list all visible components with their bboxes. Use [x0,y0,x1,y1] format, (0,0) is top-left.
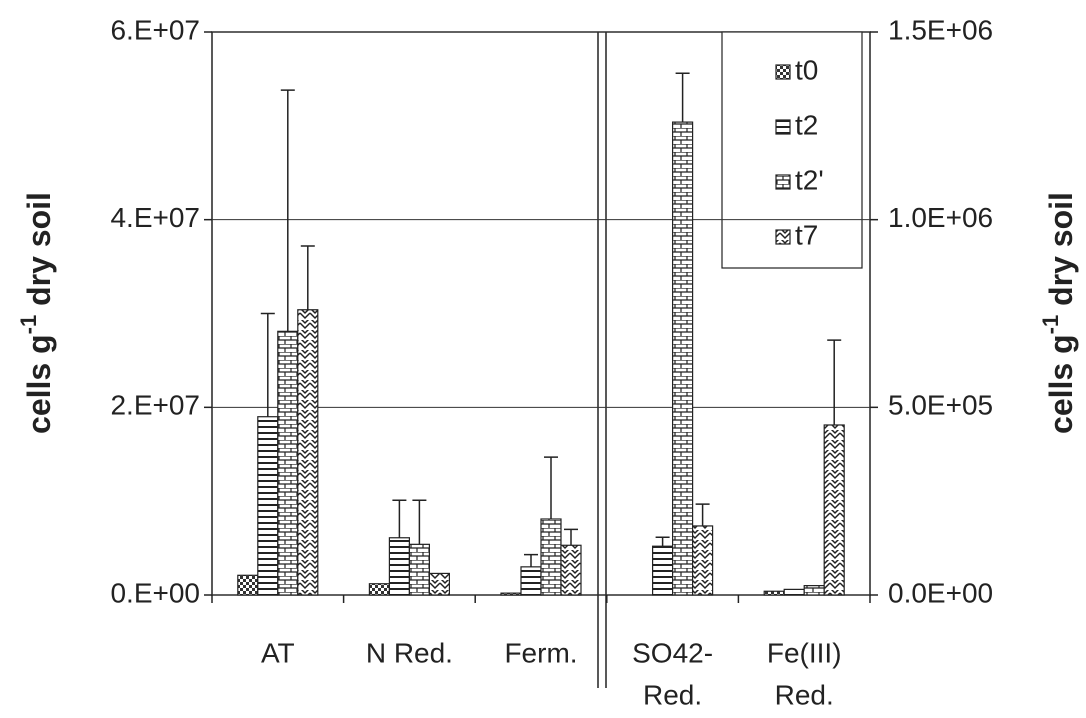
x-tick-label: SO42- [632,637,713,668]
bar [257,416,279,596]
x-tick-label: N Red. [366,637,453,668]
bar [520,566,542,596]
legend-swatch [775,119,791,135]
bar [297,309,319,596]
bar [560,544,582,596]
y-tick-label: 2.E+07 [110,390,200,421]
error-bar [260,312,275,417]
bar [368,583,390,596]
legend-label: t2' [795,164,824,195]
bar [651,545,674,596]
bar [823,424,845,596]
y2-tick-label: 0.0E+00 [888,577,993,608]
x-tick-label: AT [261,637,295,668]
legend-label: t0 [795,54,818,85]
bar [783,588,805,596]
bar [763,590,785,596]
error-bar [655,536,670,547]
y2-axis-label: cells g-1 dry soil [1038,192,1080,434]
legend-swatch [775,229,791,245]
y2-tick-label: 1.0E+06 [888,202,993,233]
y-tick-label: 0.E+00 [110,577,200,608]
error-bar [280,89,295,332]
error-bar [392,499,407,538]
error-bar [412,499,427,545]
bar [388,537,410,596]
error-bar [827,339,842,425]
error-bar [524,553,538,567]
error-bar [675,72,690,123]
error-bar [544,456,558,519]
legend-label: t2 [795,109,818,140]
error-bar [695,503,710,526]
error-bar [300,245,315,310]
y-tick-label: 6.E+07 [110,14,200,45]
bar [500,592,522,596]
legend [721,31,863,269]
y2-tick-label: 5.0E+05 [888,390,993,421]
bar [408,543,430,596]
bar [671,121,694,596]
legend-swatch [775,64,791,80]
x-tick-label: Fe(III) [767,637,842,668]
bar [803,585,825,596]
y-tick-label: 4.E+07 [110,202,200,233]
x-tick-label: Ferm. [504,637,577,668]
x-tick-label: Red. [775,679,834,710]
x-tick-label: Red. [643,679,702,710]
bar [277,330,299,596]
bar [428,572,450,596]
bar [540,518,562,596]
bar [237,574,259,596]
y2-tick-label: 1.5E+06 [888,14,993,45]
error-bar [564,528,578,546]
y-axis-label: cells g-1 dry soil [16,192,58,434]
legend-swatch [775,174,791,190]
legend-label: t7 [795,219,818,250]
bar [691,525,714,596]
